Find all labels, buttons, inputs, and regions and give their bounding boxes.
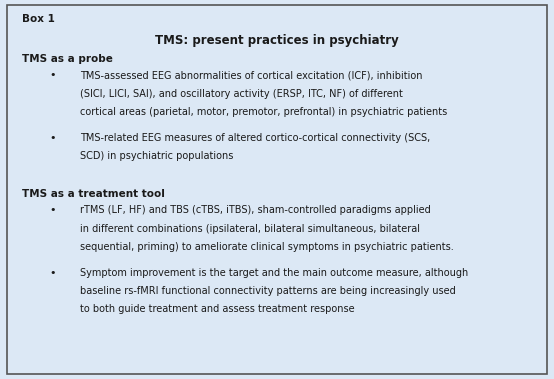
Text: TMS-assessed EEG abnormalities of cortical excitation (ICF), inhibition: TMS-assessed EEG abnormalities of cortic… [80,70,423,80]
Text: •: • [49,205,56,215]
Text: SCD) in psychiatric populations: SCD) in psychiatric populations [80,151,234,161]
Text: in different combinations (ipsilateral, bilateral simultaneous, bilateral: in different combinations (ipsilateral, … [80,224,420,233]
Text: cortical areas (parietal, motor, premotor, prefrontal) in psychiatric patients: cortical areas (parietal, motor, premoto… [80,107,448,117]
Text: rTMS (LF, HF) and TBS (cTBS, iTBS), sham-controlled paradigms applied: rTMS (LF, HF) and TBS (cTBS, iTBS), sham… [80,205,431,215]
Text: (SICI, LICI, SAI), and oscillatory activity (ERSP, ITC, NF) of different: (SICI, LICI, SAI), and oscillatory activ… [80,89,403,99]
Text: Symptom improvement is the target and the main outcome measure, although: Symptom improvement is the target and th… [80,268,469,277]
Text: TMS as a probe: TMS as a probe [22,54,113,64]
Text: TMS: present practices in psychiatry: TMS: present practices in psychiatry [155,34,399,47]
Text: TMS as a treatment tool: TMS as a treatment tool [22,189,165,199]
Text: •: • [49,268,56,277]
Text: sequential, priming) to ameliorate clinical symptoms in psychiatric patients.: sequential, priming) to ameliorate clini… [80,242,454,252]
Text: •: • [49,70,56,80]
Text: to both guide treatment and assess treatment response: to both guide treatment and assess treat… [80,304,355,314]
FancyBboxPatch shape [7,5,547,374]
Text: baseline rs-fMRI functional connectivity patterns are being increasingly used: baseline rs-fMRI functional connectivity… [80,286,456,296]
Text: Box 1: Box 1 [22,14,55,24]
Text: TMS-related EEG measures of altered cortico-cortical connectivity (SCS,: TMS-related EEG measures of altered cort… [80,133,430,143]
Text: •: • [49,133,56,143]
